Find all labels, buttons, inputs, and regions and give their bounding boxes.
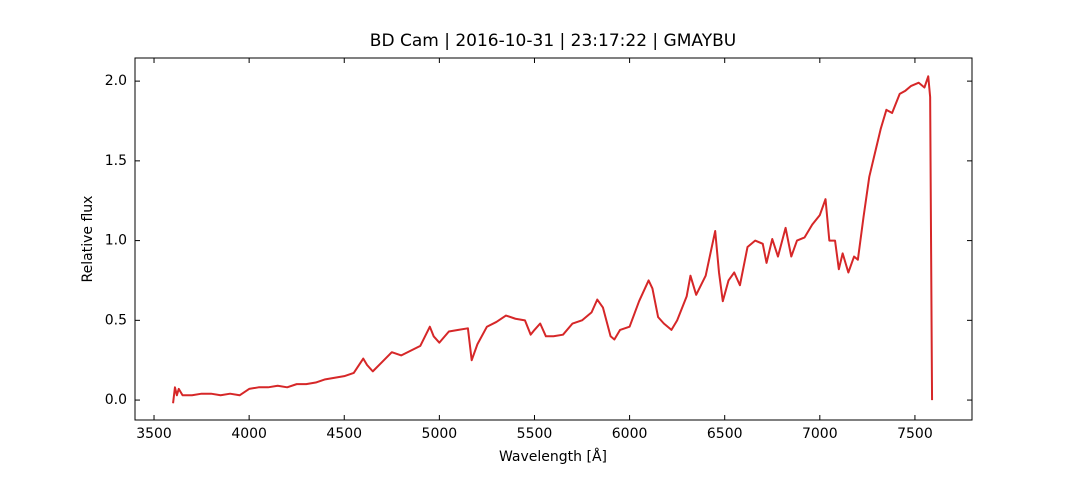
x-tick-label: 3500 (136, 426, 172, 442)
y-tick-label: 1.0 (105, 233, 127, 249)
x-tick-label: 7000 (802, 426, 838, 442)
x-axis-label: Wavelength [Å] (499, 448, 607, 465)
x-tick-label: 4500 (326, 426, 362, 442)
x-tick-label: 4000 (231, 426, 267, 442)
x-tick-label: 7500 (897, 426, 933, 442)
y-axis-label: Relative flux (80, 196, 96, 283)
y-tick-label: 2.0 (105, 73, 127, 89)
y-tick-label: 0.5 (105, 312, 127, 328)
plot-frame (134, 57, 973, 421)
x-tick-label: 6000 (612, 426, 648, 442)
y-tick-label: 0.0 (105, 392, 127, 408)
x-tick-label: 5000 (422, 426, 458, 442)
x-tick-label: 5500 (517, 426, 553, 442)
spectrum-line (172, 75, 934, 404)
y-tick-label: 1.5 (105, 153, 127, 169)
chart-title: BD Cam | 2016-10-31 | 23:17:22 | GMAYBU (370, 31, 736, 51)
x-tick-label: 6500 (707, 426, 743, 442)
